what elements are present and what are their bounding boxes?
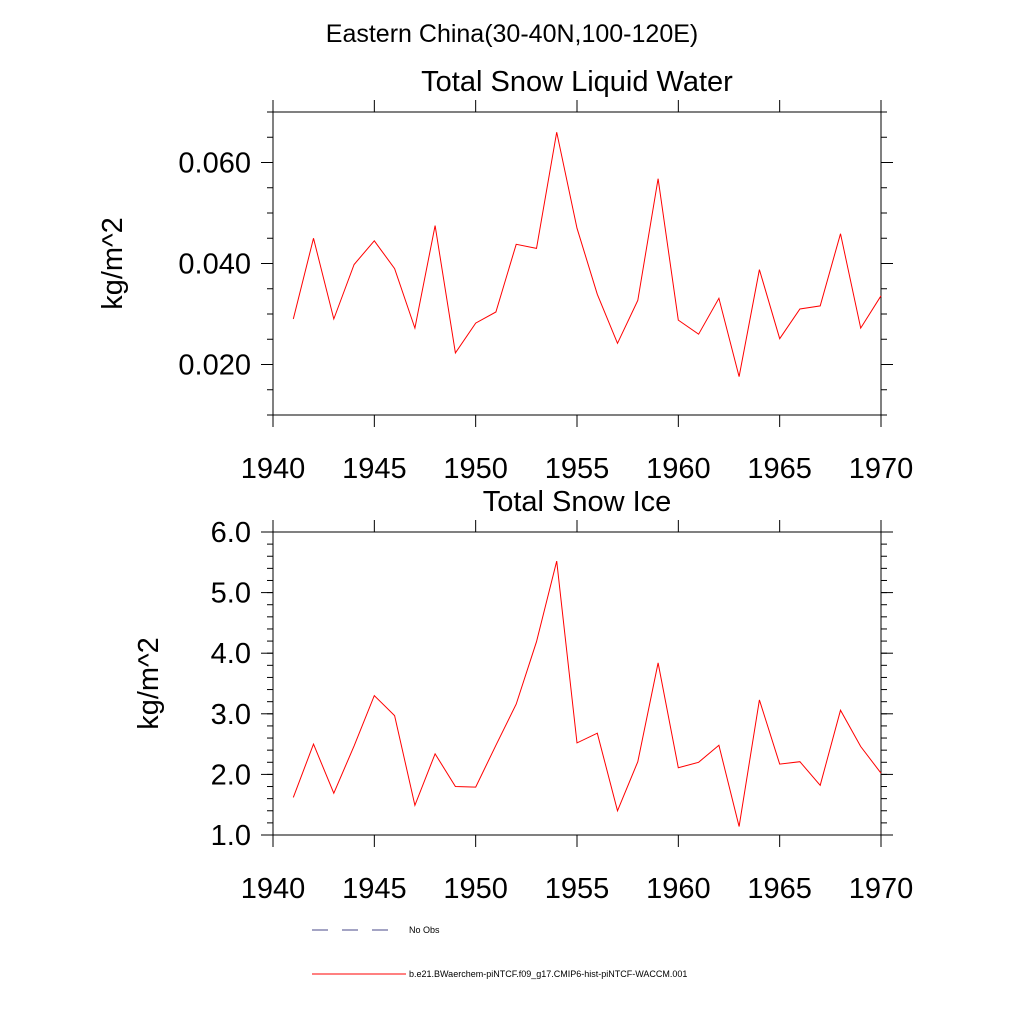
y-tick-label: 1.0: [211, 820, 251, 852]
x-tick-label: 1950: [443, 453, 508, 485]
y-axis-label: kg/m^2: [97, 217, 129, 310]
x-tick-label: 1960: [646, 453, 711, 485]
y-tick-label: 0.020: [178, 350, 251, 382]
figure-title: Eastern China(30-40N,100-120E): [326, 20, 698, 48]
panel-title: Total Snow Ice: [483, 486, 672, 518]
y-tick-label: 2.0: [211, 759, 251, 791]
x-tick-label: 1970: [849, 453, 914, 485]
y-tick-label: 0.060: [178, 148, 251, 180]
x-tick-label: 1940: [241, 873, 306, 905]
panel-title: Total Snow Liquid Water: [421, 66, 733, 98]
x-tick-label: 1965: [747, 873, 812, 905]
x-tick-label: 1955: [545, 873, 610, 905]
x-tick-label: 1945: [342, 453, 407, 485]
x-tick-label: 1960: [646, 873, 711, 905]
series-line: [292, 132, 882, 377]
x-tick-label: 1940: [241, 453, 306, 485]
x-tick-label: 1950: [443, 873, 508, 905]
x-tick-label: 1955: [545, 453, 610, 485]
snow-ice-panel: Total Snow Ice kg/m^2 1940 1945 1950 1955 1960…: [133, 486, 913, 905]
plot-frame: [272, 531, 882, 836]
x-tick-label: 1965: [747, 453, 812, 485]
y-tick-label: 5.0: [211, 578, 251, 610]
liquid-water-panel: Total Snow Liquid Water kg/m^2 1940 1945 195…: [97, 66, 913, 485]
legend: No Obs b.e21.BWaerchem-piNTCF.f09_g17.CM…: [312, 925, 687, 979]
legend-no-obs-label: No Obs: [409, 925, 440, 935]
plot-frame: [272, 111, 882, 416]
y-axis-label: kg/m^2: [133, 637, 165, 730]
legend-model-label: b.e21.BWaerchem-piNTCF.f09_g17.CMIP6-his…: [409, 969, 687, 979]
series-line: [292, 560, 882, 827]
y-tick-label: 3.0: [211, 699, 251, 731]
y-tick-label: 4.0: [211, 638, 251, 670]
y-tick-label: 0.040: [178, 249, 251, 281]
x-tick-label: 1970: [849, 873, 914, 905]
x-tick-label: 1945: [342, 873, 407, 905]
y-tick-label: 6.0: [211, 517, 251, 549]
